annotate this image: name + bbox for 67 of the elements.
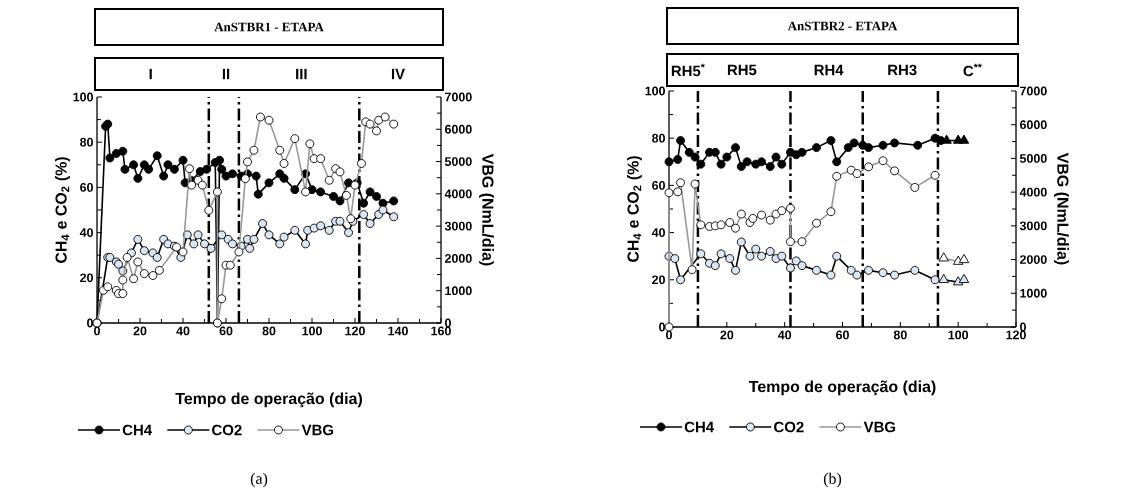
y-tick-label: 0 [87, 318, 93, 328]
x-tick-label: 40 [777, 330, 792, 340]
y-tick-label: 80 [652, 133, 665, 143]
text: IV [391, 68, 405, 80]
text: II [222, 68, 230, 80]
text: I [149, 68, 152, 80]
x-tick-label: 80 [893, 330, 907, 340]
y-axis-title: CH$_{4}$ e CO$_{2}$ (%) [627, 156, 642, 262]
x-tick-label: 20 [133, 326, 147, 336]
chart-title: AnSTBR2 - ETAPA [787, 21, 898, 31]
y2-tick-label: 3000 [444, 221, 472, 231]
y2-tick-label: 7000 [445, 92, 472, 102]
y2-tick-label: 2000 [1019, 255, 1047, 264]
text: (b) [823, 472, 842, 488]
y2-tick-label: 1000 [445, 286, 472, 296]
x-tick-label: 20 [720, 330, 734, 340]
y2-tick-label: 6000 [1019, 120, 1047, 130]
x-axis-title: Tempo de operação (dia) [748, 380, 936, 396]
y-tick-label: 100 [645, 86, 665, 96]
text: C$^{**}$ [963, 63, 982, 77]
legend-label: VBG [863, 421, 896, 433]
x-tick-label: 0 [666, 330, 672, 340]
x-tick-label: 40 [176, 326, 190, 336]
legend-label: CO2 [774, 421, 804, 433]
x-tick-label: 60 [836, 330, 849, 340]
legend-label: CH4 [684, 421, 715, 433]
x-axis-title: Tempo de operação (dia) [175, 392, 362, 408]
legend-label: CH4 [122, 424, 153, 436]
x-tick-label: 100 [948, 330, 969, 340]
legend-label: CO2 [212, 424, 242, 436]
y2-tick-label: 0 [445, 318, 451, 328]
y-tick-label: 80 [80, 137, 93, 147]
text: RH5 [727, 64, 757, 76]
y-tick-label: 60 [80, 182, 93, 192]
x-tick-label: 160 [431, 326, 451, 336]
y-axis-title: CH$_{4}$ e CO$_{2}$ (%) [55, 157, 70, 263]
y-tick-label: 100 [73, 92, 93, 102]
x-tick-label: 80 [262, 326, 276, 336]
y2-tick-label: 1000 [1020, 288, 1047, 298]
text: RH4 [814, 64, 844, 76]
text: (a) [250, 472, 268, 488]
y2-tick-label: 5000 [444, 157, 472, 166]
y-tick-label: 60 [652, 180, 665, 190]
legend-label: VBG [301, 424, 334, 436]
y2-tick-label: 7000 [1020, 86, 1047, 96]
x-tick-label: 60 [219, 326, 233, 336]
y2-tick-label: 4000 [1019, 187, 1047, 197]
y2-tick-label: 4000 [444, 189, 472, 199]
y2-tick-label: 3000 [1019, 221, 1047, 231]
y2-axis-title: VBG (NmL/dia) [479, 153, 494, 266]
y2-axis-title: VBG (NmL/dia) [1054, 152, 1069, 265]
y2-tick-label: 6000 [444, 124, 472, 134]
text: RH5$^{*}$ [671, 63, 705, 77]
y-tick-label: 40 [651, 228, 665, 237]
x-tick-label: 100 [302, 326, 322, 336]
chart-title: AnSTBR1 - ETAPA [214, 22, 324, 32]
y-tick-label: 20 [652, 275, 665, 285]
text: III [296, 68, 307, 80]
text: RH3 [888, 64, 917, 76]
y-tick-label: 20 [80, 273, 93, 283]
x-tick-label: 140 [388, 326, 408, 336]
y2-tick-label: 5000 [1019, 154, 1047, 163]
x-tick-label: 120 [345, 326, 365, 336]
y-tick-label: 40 [79, 228, 93, 237]
y2-tick-label: 2000 [444, 254, 472, 263]
x-tick-label: 0 [94, 326, 100, 336]
x-tick-label: 120 [1006, 330, 1026, 340]
